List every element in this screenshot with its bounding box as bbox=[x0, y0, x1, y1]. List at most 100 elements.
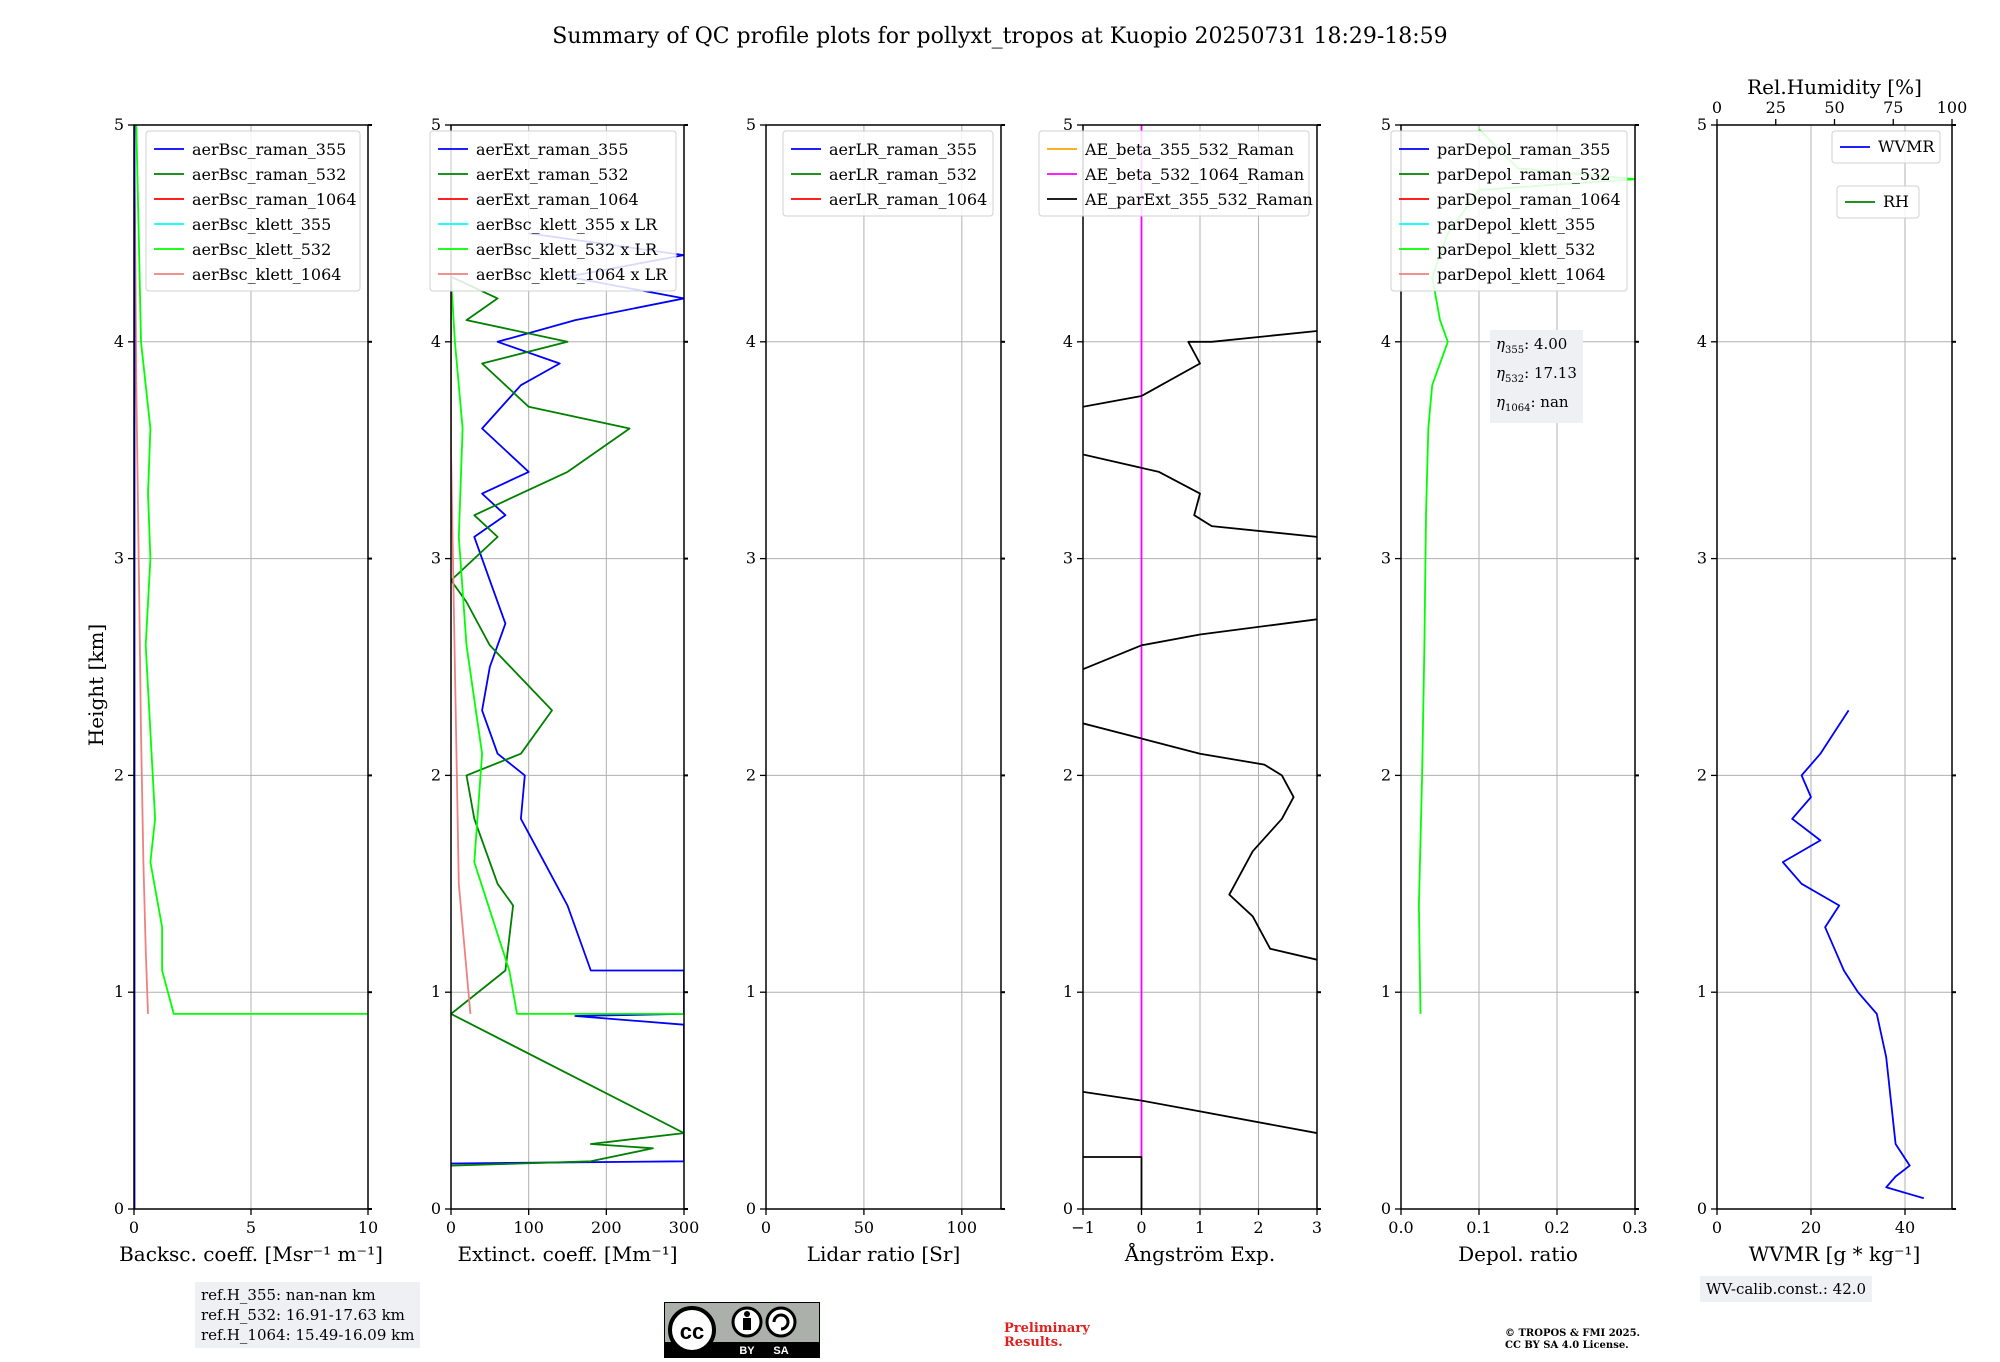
copyright-line-2: CC BY SA 4.0 License. bbox=[1505, 1340, 1629, 1351]
reference-height-box: ref.H_355: nan-nan km ref.H_532: 16.91-1… bbox=[195, 1282, 421, 1348]
legend-box bbox=[145, 130, 361, 292]
y-tick-label: 3 bbox=[1063, 549, 1073, 568]
eta-1064: η1064: nan bbox=[1496, 393, 1569, 414]
legend-label: RH bbox=[1883, 192, 1909, 211]
legend-label: aerBsc_klett_532 bbox=[192, 240, 331, 259]
x-tick-label: 40 bbox=[1895, 1218, 1915, 1237]
x-tick-label: 100 bbox=[947, 1218, 978, 1237]
legend-label: aerBsc_raman_1064 bbox=[192, 190, 357, 209]
legend: aerExt_raman_355 aerExt_raman_532 aerExt_r… bbox=[429, 130, 677, 292]
y-tick-label: 4 bbox=[1697, 332, 1707, 351]
legend: parDepol_raman_355 parDepol_raman_532 parD… bbox=[1390, 130, 1628, 292]
legend-label: aerBsc_raman_532 bbox=[192, 165, 346, 184]
y-tick-label: 0 bbox=[1063, 1199, 1073, 1218]
series-group bbox=[1083, 125, 1317, 1209]
y-tick-label: 2 bbox=[746, 765, 756, 784]
x2-tick-label: 100 bbox=[1937, 98, 1968, 117]
x-axis-label: WVMR [g * kg⁻¹] bbox=[1749, 1242, 1921, 1266]
x-tick-label: 0 bbox=[1712, 1218, 1722, 1237]
x-tick-label: 0 bbox=[761, 1218, 771, 1237]
legend-label: aerLR_raman_532 bbox=[829, 165, 977, 184]
x-tick-label: 0 bbox=[1136, 1218, 1146, 1237]
y-tick-label: 2 bbox=[1063, 765, 1073, 784]
x-tick-label: 0 bbox=[129, 1218, 139, 1237]
wv-calibration-constant: WV-calib.const.: 42.0 bbox=[1706, 1280, 1867, 1298]
figure-title: Summary of QC profile plots for pollyxt_… bbox=[552, 24, 1447, 49]
series-line-ae-parext-355-532-raman-segment-4- bbox=[1083, 618, 1317, 671]
svg-text:cc: cc bbox=[680, 1319, 704, 1344]
series-line-aerext-raman-532 bbox=[451, 275, 684, 1167]
series-line-ae-parext-355-532-raman-segment-5- bbox=[1083, 453, 1317, 538]
y-tick-label: 4 bbox=[1381, 332, 1391, 351]
series-line-wvmr bbox=[1781, 709, 1925, 1200]
panel-backscatter: 0 5 10 0 1 2 3 4 5 Backsc. coeff. [Msr⁻¹ m⁻¹] aerB… bbox=[114, 115, 383, 1266]
y-tick-label: 5 bbox=[431, 115, 441, 134]
ref-height-532: ref.H_532: 16.91-17.63 km bbox=[201, 1306, 405, 1324]
x-tick-label: 0 bbox=[446, 1218, 456, 1237]
eta-355: η355: 4.00 bbox=[1496, 335, 1568, 356]
series-line-aerext-raman-355 bbox=[451, 232, 684, 1165]
y-tick-label: 3 bbox=[114, 549, 124, 568]
y-tick-label: 5 bbox=[746, 115, 756, 134]
y-tick-label: 5 bbox=[114, 115, 124, 134]
series-group bbox=[451, 232, 684, 1167]
series-line-ae-parext-355-532-raman bbox=[1083, 1156, 1143, 1209]
plot-frame bbox=[1716, 124, 1953, 1210]
x-tick-label: 50 bbox=[854, 1218, 874, 1237]
cc-license-badge: cc BY SA bbox=[663, 1301, 821, 1362]
x-tick-label: 0.1 bbox=[1466, 1218, 1491, 1237]
legend-label: aerBsc_klett_532 x LR bbox=[476, 240, 658, 259]
y-tick-label: 0 bbox=[431, 1199, 441, 1218]
preliminary-line-1: Preliminary bbox=[1004, 1321, 1090, 1336]
y-tick-label: 5 bbox=[1697, 115, 1707, 134]
ref-height-1064: ref.H_1064: 15.49-16.09 km bbox=[201, 1326, 415, 1344]
series-line-ae-parext-355-532-raman-segment-6- bbox=[1083, 330, 1317, 408]
x-tick-label: 300 bbox=[669, 1218, 700, 1237]
y-tick-label: 1 bbox=[1381, 982, 1391, 1001]
legend-label: parDepol_klett_355 bbox=[1437, 215, 1595, 234]
y-tick-label: 2 bbox=[431, 765, 441, 784]
y-tick-label: 3 bbox=[746, 549, 756, 568]
copyright-notice: © TROPOS & FMI 2025. CC BY SA 4.0 Licens… bbox=[1505, 1328, 1640, 1352]
x-tick-label: 200 bbox=[591, 1218, 622, 1237]
wv-calibration-box: WV-calib.const.: 42.0 bbox=[1700, 1276, 1873, 1302]
x-tick-label: 0.0 bbox=[1388, 1218, 1413, 1237]
x2-axis-label: Rel.Humidity [%] bbox=[1747, 75, 1922, 99]
plot-frame bbox=[1400, 124, 1636, 1210]
legend-label: WVMR bbox=[1878, 137, 1935, 156]
y-tick-label: 4 bbox=[746, 332, 756, 351]
legend-label: aerLR_raman_355 bbox=[829, 140, 977, 159]
x-axis-label: Backsc. coeff. [Msr⁻¹ m⁻¹] bbox=[119, 1242, 383, 1266]
legend: aerBsc_raman_355 aerBsc_raman_532 aerBsc_r… bbox=[145, 130, 361, 292]
x-axis-label: Depol. ratio bbox=[1458, 1242, 1578, 1266]
legend-rh: RH bbox=[1836, 185, 1920, 219]
legend-label: AE_parExt_355_532_Raman bbox=[1084, 190, 1313, 209]
ref-height-355: ref.H_355: nan-nan km bbox=[201, 1286, 376, 1304]
x-tick-label: 0.3 bbox=[1622, 1218, 1647, 1237]
legend-label: aerBsc_klett_1064 x LR bbox=[476, 265, 668, 284]
series-line-aerbsc-klett-532-x-lr bbox=[451, 276, 684, 1015]
x2-tick-label: 75 bbox=[1883, 98, 1903, 117]
legend: AE_beta_355_532_Raman AE_beta_532_1064_Ra… bbox=[1038, 130, 1313, 217]
x2-tick-label: 50 bbox=[1824, 98, 1844, 117]
y-tick-label: 1 bbox=[1697, 982, 1707, 1001]
eta-532: η532: 17.13 bbox=[1496, 364, 1577, 385]
series-line-ae-parext-355-532-raman-segment-2- bbox=[1083, 1091, 1317, 1134]
y-tick-label: 1 bbox=[1063, 982, 1073, 1001]
x-tick-label: 3 bbox=[1312, 1218, 1322, 1237]
series-line-ae-parext-355-532-raman-segment-3- bbox=[1083, 722, 1317, 961]
legend-label: aerBsc_klett_1064 bbox=[192, 265, 341, 284]
legend: aerLR_raman_355 aerLR_raman_532 aerLR_rama… bbox=[782, 130, 994, 217]
y-tick-label: 0 bbox=[1697, 1199, 1707, 1218]
eta-box: η355: 4.00 η532: 17.13 η1064: nan bbox=[1490, 330, 1583, 423]
x-tick-label: 100 bbox=[513, 1218, 544, 1237]
x-tick-label: −1 bbox=[1071, 1218, 1095, 1237]
legend-wvmr: WVMR bbox=[1831, 130, 1941, 164]
y-tick-label: 5 bbox=[1063, 115, 1073, 134]
legend-label: aerBsc_raman_355 bbox=[192, 140, 346, 159]
legend-label: parDepol_raman_1064 bbox=[1437, 190, 1621, 209]
legend-label: aerLR_raman_1064 bbox=[829, 190, 987, 209]
preliminary-notice: Preliminary Results. bbox=[1004, 1322, 1090, 1350]
